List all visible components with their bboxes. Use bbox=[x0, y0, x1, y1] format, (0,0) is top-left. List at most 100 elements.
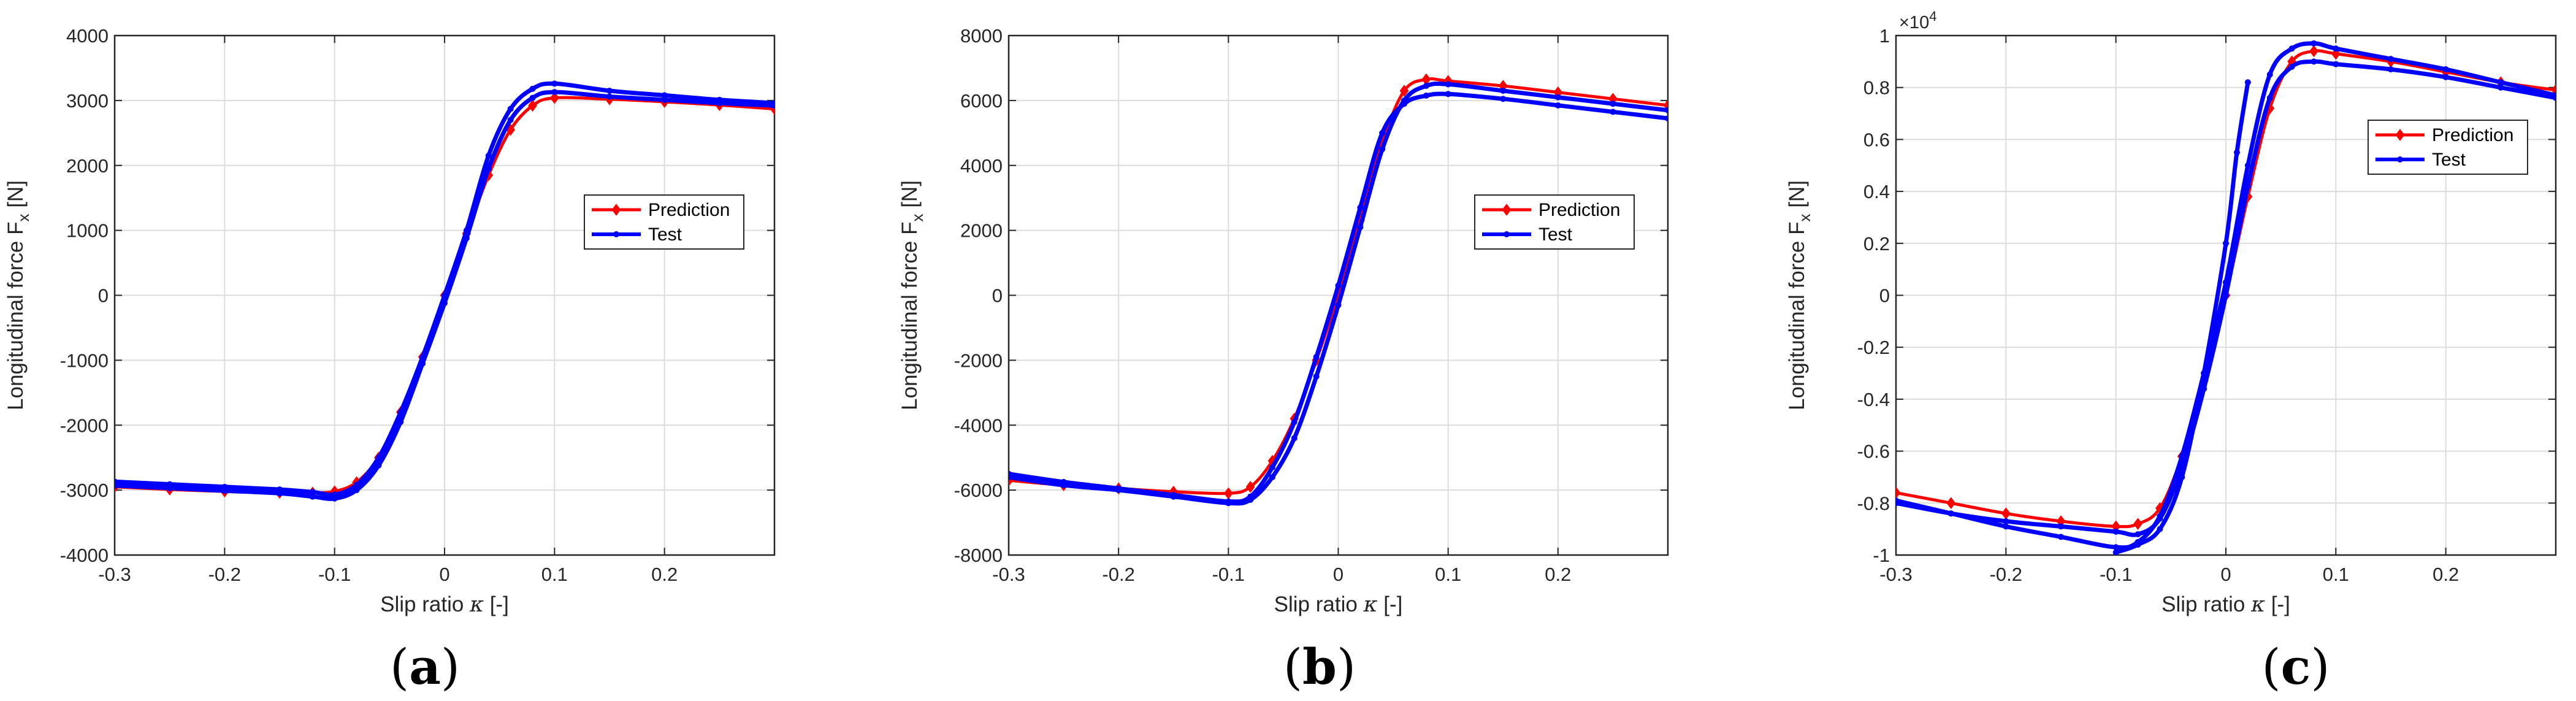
y-tick-label: -2000 bbox=[954, 350, 1003, 371]
y-tick-label: 2000 bbox=[960, 220, 1003, 242]
data-point bbox=[1245, 480, 1255, 493]
data-point bbox=[375, 462, 382, 469]
x-tick-label: -0.2 bbox=[1990, 564, 2022, 585]
data-point bbox=[2201, 370, 2207, 377]
series-test-1 bbox=[115, 80, 774, 498]
x-axis-label: Slip ratio κ [-] bbox=[2161, 592, 2290, 617]
legend-label-prediction: Prediction bbox=[648, 200, 730, 220]
legend-box bbox=[1474, 194, 1635, 250]
x-tick-label: 0.2 bbox=[1545, 564, 1571, 585]
data-point bbox=[2244, 79, 2251, 86]
panel-label-a: (a) bbox=[389, 638, 461, 695]
data-point bbox=[2442, 66, 2449, 73]
data-point bbox=[1291, 418, 1298, 425]
data-point bbox=[166, 485, 173, 491]
y-tick-label: 2000 bbox=[66, 155, 109, 177]
data-point bbox=[2333, 45, 2339, 52]
x-tick-label: -0.3 bbox=[992, 564, 1025, 585]
data-point bbox=[309, 493, 316, 500]
data-point bbox=[507, 105, 514, 112]
legend: Prediction Test bbox=[1474, 194, 1635, 250]
data-point bbox=[1291, 435, 1298, 442]
data-point bbox=[529, 85, 536, 92]
legend-label-prediction: Prediction bbox=[2432, 125, 2513, 145]
data-point bbox=[1357, 204, 1364, 211]
y-tick-label: 0.2 bbox=[1863, 233, 1890, 255]
y-tick-label: 0 bbox=[1879, 285, 1890, 307]
data-point bbox=[1335, 282, 1342, 289]
data-point bbox=[2003, 518, 2009, 524]
y-tick-label: 8000 bbox=[960, 25, 1003, 47]
data-point bbox=[1445, 91, 1451, 98]
data-point bbox=[606, 93, 613, 100]
y-tick-label: 1 bbox=[1879, 25, 1890, 47]
legend: Prediction Test bbox=[584, 194, 744, 250]
data-point bbox=[2112, 544, 2119, 551]
chart-c: -0.3 -0.2 -0.1 0 0.1 0.2 -1 -0.8 -0.6 -0.4 -0.2 0 0.… bbox=[1785, 9, 2557, 617]
panel-a: -0.3 -0.2 -0.1 0 0.1 0.2 -4000 -3000 -2000 -1000 0… bbox=[0, 0, 858, 701]
y-tick-label: 6000 bbox=[960, 90, 1003, 112]
data-point bbox=[2157, 526, 2163, 532]
y-tick-label: 0 bbox=[98, 285, 109, 307]
data-point bbox=[1060, 482, 1067, 489]
data-point bbox=[2498, 84, 2504, 91]
data-point bbox=[2498, 79, 2504, 86]
data-point bbox=[397, 418, 404, 425]
data-point bbox=[2266, 94, 2273, 101]
x-tick-label: 0.1 bbox=[2323, 564, 2349, 585]
data-point bbox=[419, 360, 426, 367]
panel-label-c: (c) bbox=[2261, 638, 2330, 695]
data-point bbox=[485, 152, 492, 159]
data-point bbox=[2244, 183, 2251, 190]
series-line bbox=[2115, 82, 2250, 555]
data-point bbox=[2388, 56, 2394, 63]
data-point bbox=[463, 235, 470, 242]
series-test-loop-2 bbox=[1009, 81, 1668, 507]
y-tick-label: -0.8 bbox=[1857, 492, 1890, 514]
y-tick-label: -4000 bbox=[60, 545, 109, 566]
panel-label-b: (b) bbox=[1283, 638, 1356, 695]
data-point bbox=[1665, 107, 1668, 113]
data-point bbox=[1610, 101, 1616, 107]
y-tick-label: 1000 bbox=[66, 220, 109, 242]
data-point bbox=[2112, 528, 2119, 535]
data-point bbox=[1445, 81, 1451, 88]
data-point bbox=[1554, 102, 1561, 109]
data-point bbox=[2288, 45, 2295, 52]
data-point bbox=[2266, 71, 2273, 78]
legend-marker-test bbox=[2397, 156, 2403, 163]
data-point bbox=[1665, 115, 1668, 121]
data-point bbox=[353, 487, 360, 494]
x-tick-label: -0.1 bbox=[2100, 564, 2132, 585]
data-point bbox=[529, 94, 536, 101]
y-tick-label: 3000 bbox=[66, 90, 109, 112]
x-tick-label: 0.1 bbox=[1435, 564, 1461, 585]
data-point bbox=[1423, 92, 1429, 99]
data-point bbox=[1335, 302, 1342, 308]
data-point bbox=[507, 117, 514, 123]
x-tick-label: 0.2 bbox=[651, 564, 678, 585]
data-point bbox=[2553, 94, 2556, 101]
data-point bbox=[1399, 85, 1409, 97]
y-tick-label: -1 bbox=[1873, 545, 1890, 566]
y-tick-label: 0.8 bbox=[1863, 77, 1890, 99]
data-point bbox=[2058, 523, 2064, 530]
y-tick-label: -0.2 bbox=[1857, 337, 1890, 358]
x-tick-label: -0.2 bbox=[1102, 564, 1134, 585]
y-tick-label: 0 bbox=[992, 285, 1003, 307]
legend-label-test: Test bbox=[1538, 224, 1573, 245]
legend-marker-prediction bbox=[2395, 129, 2405, 141]
data-point bbox=[1500, 96, 1507, 102]
x-tick-label: -0.2 bbox=[208, 564, 241, 585]
x-tick-label: -0.3 bbox=[1879, 564, 1912, 585]
data-point bbox=[2310, 40, 2317, 47]
data-point bbox=[661, 92, 668, 99]
data-point bbox=[441, 300, 448, 307]
data-point bbox=[1896, 500, 1899, 507]
legend-marker-prediction bbox=[611, 204, 621, 216]
x-tick-label: 0.1 bbox=[541, 564, 568, 585]
data-point bbox=[2442, 74, 2449, 80]
x-axis-label: Slip ratio κ [-] bbox=[380, 592, 509, 617]
data-point bbox=[1401, 97, 1407, 104]
x-axis-label: Slip ratio κ [-] bbox=[1274, 592, 1403, 617]
